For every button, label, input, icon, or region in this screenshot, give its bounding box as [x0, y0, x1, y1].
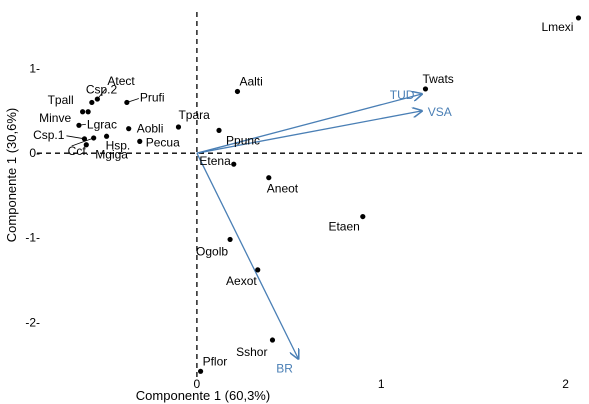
label-leader-line — [126, 98, 139, 103]
y-tick-label: -2- — [25, 315, 40, 329]
x-tick-label: 1 — [378, 377, 385, 391]
y-tick-label: -1- — [25, 231, 40, 245]
point-label: Aexot — [226, 274, 257, 288]
point-label: Tpall — [48, 93, 74, 107]
point-label: Aobli — [137, 122, 164, 136]
x-tick-label: 2 — [562, 377, 569, 391]
point-label: Aalti — [239, 74, 262, 88]
data-point — [231, 161, 237, 167]
point-label: Pflor — [203, 354, 228, 368]
point-label: Hsp. — [106, 138, 131, 152]
point-label: Prufi — [140, 90, 165, 104]
y-tick-label: 0- — [29, 146, 40, 160]
label-leader-line — [71, 137, 94, 147]
data-point — [422, 86, 429, 92]
y-axis-label: Componente 1 (30,6%) — [4, 108, 19, 242]
data-point — [175, 124, 182, 130]
point-label: Twats — [422, 72, 453, 86]
data-point — [126, 126, 132, 132]
data-point — [83, 142, 89, 148]
point-label: Tpara — [178, 108, 210, 122]
point-label: Minve — [39, 111, 71, 125]
vector-label: TUD — [390, 88, 415, 102]
point-label: Lgrac — [87, 117, 117, 131]
point-label: Aneot — [267, 182, 299, 196]
data-point — [89, 99, 95, 106]
data-point — [216, 127, 222, 133]
label-leader-line — [97, 88, 106, 100]
data-point — [197, 368, 204, 374]
point-label: Etaen — [328, 220, 359, 234]
point-label: Csp.2 — [86, 82, 118, 96]
data-point — [103, 133, 110, 139]
vector-label: BR — [276, 362, 293, 376]
data-point — [234, 88, 241, 95]
point-label: Lmexi — [541, 20, 573, 34]
point-label: Csp.1 — [33, 128, 65, 142]
label-leader-line — [66, 135, 85, 140]
data-point — [227, 236, 233, 243]
point-label: Ogolb — [196, 244, 228, 258]
data-point — [255, 267, 261, 273]
point-label: Atect — [107, 74, 135, 88]
scatter-points: Lmexi Twats Aalti Ppunc Etena Aneot Etaen Ogolb… — [33, 15, 582, 374]
data-point — [269, 337, 276, 343]
point-label: Mgiga — [95, 148, 128, 162]
data-point — [360, 213, 366, 220]
axis-ticks: 0 1 2 1- 0- -1- -2- — [25, 62, 569, 391]
data-point — [575, 15, 582, 21]
point-label: Etena — [199, 154, 231, 168]
point-label: Ccf. — [68, 144, 89, 158]
x-axis-label: Componente 1 (60,3%) — [136, 388, 270, 403]
label-leader-line — [78, 123, 86, 126]
data-point — [266, 175, 272, 181]
data-point — [80, 109, 86, 115]
x-tick-label: 0 — [194, 377, 201, 391]
data-point — [91, 135, 97, 141]
data-point — [85, 109, 91, 115]
vector-arrow — [196, 94, 422, 154]
point-label: Sshor — [236, 345, 267, 359]
reference-lines — [37, 12, 584, 381]
vector-arrow — [196, 111, 422, 154]
biplot-vectors: TUD VSA BR — [196, 88, 452, 376]
vector-label: VSA — [428, 105, 452, 119]
y-tick-label: 1- — [29, 62, 40, 76]
point-label: Ppunc — [226, 133, 260, 147]
data-point — [137, 138, 143, 144]
point-label: Pecua — [146, 135, 180, 149]
vector-arrow — [196, 152, 298, 358]
